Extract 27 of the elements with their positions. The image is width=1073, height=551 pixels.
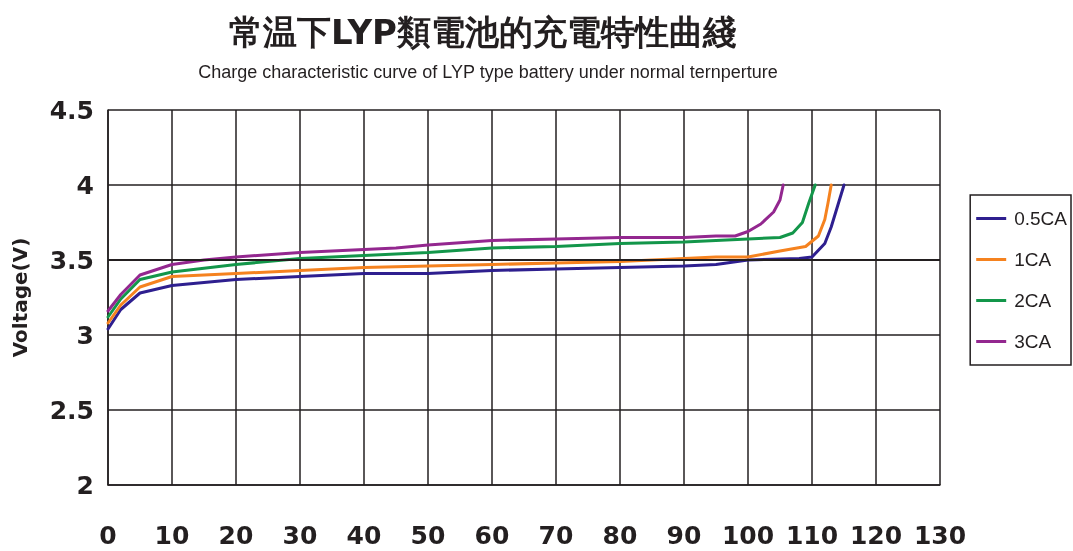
y-tick-label: 3 [76, 320, 94, 350]
x-tick-label: 90 [666, 521, 702, 550]
y-tick-label: 4 [76, 170, 94, 200]
y-axis-title: Voltage(V) [8, 237, 32, 358]
x-tick-label: 110 [785, 521, 839, 550]
x-tick-label: 20 [218, 521, 254, 550]
legend-label: 1CA [1014, 249, 1052, 270]
chart-subtitle: Charge characteristic curve of LYP type battery under normal ternperture [198, 62, 778, 82]
y-tick-label: 4.5 [49, 95, 94, 125]
x-tick-label: 120 [849, 521, 903, 550]
y-tick-label: 2 [76, 470, 94, 500]
legend-label: 3CA [1014, 331, 1052, 352]
x-tick-label: 10 [154, 521, 190, 550]
x-tick-label: 100 [721, 521, 775, 550]
x-tick-label: 50 [410, 521, 446, 550]
x-tick-label: 70 [538, 521, 574, 550]
x-tick-label: 60 [474, 521, 510, 550]
legend-label: 0.5CA [1014, 208, 1068, 229]
legend-label: 2CA [1014, 290, 1052, 311]
y-tick-label: 3.5 [49, 245, 94, 275]
y-tick-label: 2.5 [49, 395, 94, 425]
chart-title: 常温下LYP類電池的充電特性曲綫 [229, 12, 737, 52]
x-tick-label: 80 [602, 521, 638, 550]
x-tick-label: 40 [346, 521, 382, 550]
x-tick-label: 30 [282, 521, 318, 550]
x-tick-label: 0 [99, 521, 117, 550]
x-tick-label: 130 [913, 521, 967, 550]
